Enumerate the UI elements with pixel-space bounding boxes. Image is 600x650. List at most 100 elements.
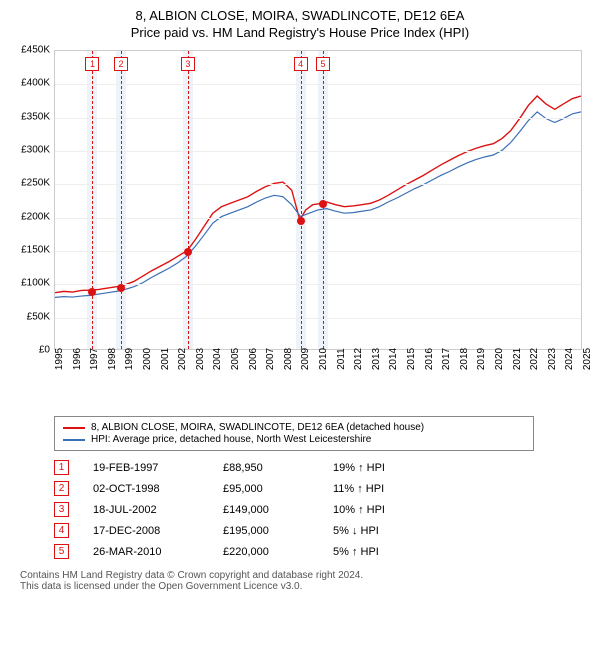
transaction-row: 5 26-MAR-2010£220,0005% ↑ HPI — [54, 541, 534, 562]
y-tick-label: £100K — [21, 278, 50, 289]
x-tick-label: 2020 — [494, 348, 505, 370]
footer-line-1: Contains HM Land Registry data © Crown c… — [20, 570, 590, 581]
x-tick-label: 2016 — [424, 348, 435, 370]
x-tick-label: 2006 — [248, 348, 259, 370]
series-line — [55, 112, 581, 297]
transaction-dashline — [301, 51, 302, 349]
x-tick-label: 2003 — [195, 348, 206, 370]
x-tick-label: 1996 — [72, 348, 83, 370]
legend-label-2: HPI: Average price, detached house, Nort… — [91, 434, 371, 445]
tx-date: 19-FEB-1997 — [93, 462, 223, 474]
x-tick-label: 2022 — [529, 348, 540, 370]
chart-subtitle: Price paid vs. HM Land Registry's House … — [10, 25, 590, 40]
x-tick-label: 2023 — [547, 348, 558, 370]
x-tick-label: 2021 — [512, 348, 523, 370]
x-tick-label: 2008 — [283, 348, 294, 370]
x-tick-label: 2009 — [300, 348, 311, 370]
x-tick-label: 2017 — [441, 348, 452, 370]
gridline-h — [55, 84, 581, 85]
tx-badge: 3 — [54, 502, 69, 517]
transaction-badge: 3 — [181, 57, 195, 71]
y-tick-label: £300K — [21, 145, 50, 156]
tx-date: 18-JUL-2002 — [93, 504, 223, 516]
tx-date: 26-MAR-2010 — [93, 546, 223, 558]
x-tick-label: 2005 — [230, 348, 241, 370]
tx-price: £149,000 — [223, 504, 333, 516]
y-tick-label: £0 — [39, 345, 50, 356]
x-tick-label: 1995 — [54, 348, 65, 370]
tx-badge: 5 — [54, 544, 69, 559]
plot-area: 12345 — [54, 50, 582, 350]
y-tick-label: £50K — [27, 311, 50, 322]
x-tick-label: 1999 — [124, 348, 135, 370]
transaction-row: 2 02-OCT-1998£95,00011% ↑ HPI — [54, 478, 534, 499]
y-axis: £0£50K£100K£150K£200K£250K£300K£350K£400… — [10, 50, 54, 350]
tx-price: £95,000 — [223, 483, 333, 495]
tx-price: £88,950 — [223, 462, 333, 474]
transactions-table: 1 19-FEB-1997£88,95019% ↑ HPI 2 02-OCT-1998… — [54, 457, 534, 562]
tx-price: £220,000 — [223, 546, 333, 558]
transaction-marker — [319, 200, 327, 208]
y-tick-label: £350K — [21, 111, 50, 122]
y-tick-label: £150K — [21, 245, 50, 256]
gridline-h — [55, 184, 581, 185]
tx-diff: 5% ↑ HPI — [333, 546, 443, 558]
chart-title: 8, ALBION CLOSE, MOIRA, SWADLINCOTE, DE1… — [10, 8, 590, 23]
tx-badge: 1 — [54, 460, 69, 475]
transaction-row: 3 18-JUL-2002£149,00010% ↑ HPI — [54, 499, 534, 520]
tx-diff: 19% ↑ HPI — [333, 462, 443, 474]
x-tick-label: 2018 — [459, 348, 470, 370]
y-tick-label: £450K — [21, 45, 50, 56]
x-tick-label: 2012 — [353, 348, 364, 370]
legend-swatch-2 — [63, 439, 85, 441]
x-tick-label: 2011 — [336, 348, 347, 370]
x-tick-label: 2001 — [160, 348, 171, 370]
y-tick-label: £400K — [21, 78, 50, 89]
chart-area: £0 £50K £100K £150K £200K £250K £300K £350K £400… — [10, 50, 590, 410]
x-tick-label: 2015 — [406, 348, 417, 370]
x-tick-label: 2013 — [371, 348, 382, 370]
legend-row-series1: 8, ALBION CLOSE, MOIRA, SWADLINCOTE, DE1… — [63, 422, 525, 433]
transaction-marker — [297, 217, 305, 225]
transaction-marker — [117, 284, 125, 292]
tx-date: 02-OCT-1998 — [93, 483, 223, 495]
transaction-dashline — [92, 51, 93, 349]
transaction-badge: 4 — [294, 57, 308, 71]
chart-container: 8, ALBION CLOSE, MOIRA, SWADLINCOTE, DE1… — [0, 0, 600, 600]
y-tick-label: £200K — [21, 211, 50, 222]
gridline-h — [55, 251, 581, 252]
gridline-h — [55, 284, 581, 285]
tx-diff: 11% ↑ HPI — [333, 483, 443, 495]
gridline-h — [55, 151, 581, 152]
transaction-marker — [88, 288, 96, 296]
x-tick-label: 2002 — [177, 348, 188, 370]
x-tick-label: 2004 — [212, 348, 223, 370]
legend-swatch-1 — [63, 427, 85, 429]
tx-price: £195,000 — [223, 525, 333, 537]
line-svg — [55, 51, 581, 349]
tx-diff: 10% ↑ HPI — [333, 504, 443, 516]
x-tick-label: 2010 — [318, 348, 329, 370]
transaction-row: 417-DEC-2008£195,0005% ↓ HPI — [54, 520, 534, 541]
legend-label-1: 8, ALBION CLOSE, MOIRA, SWADLINCOTE, DE1… — [91, 422, 424, 433]
gridline-h — [55, 218, 581, 219]
series-line — [55, 96, 581, 293]
tx-badge: 2 — [54, 481, 69, 496]
footer: Contains HM Land Registry data © Crown c… — [20, 570, 590, 592]
x-tick-label: 2007 — [265, 348, 276, 370]
footer-line-2: This data is licensed under the Open Gov… — [20, 581, 590, 592]
gridline-h — [55, 118, 581, 119]
legend-row-series2: HPI: Average price, detached house, Nort… — [63, 434, 525, 445]
gridline-h — [55, 318, 581, 319]
x-tick-label: 2019 — [476, 348, 487, 370]
x-tick-label: 2000 — [142, 348, 153, 370]
x-tick-label: 1998 — [107, 348, 118, 370]
x-tick-label: 2025 — [582, 348, 593, 370]
y-tick-label: £250K — [21, 178, 50, 189]
x-tick-label: 1997 — [89, 348, 100, 370]
transaction-badge: 5 — [316, 57, 330, 71]
x-tick-label: 2024 — [564, 348, 575, 370]
tx-badge: 4 — [54, 523, 69, 538]
transaction-row: 1 19-FEB-1997£88,95019% ↑ HPI — [54, 457, 534, 478]
transaction-dashline — [121, 51, 122, 349]
